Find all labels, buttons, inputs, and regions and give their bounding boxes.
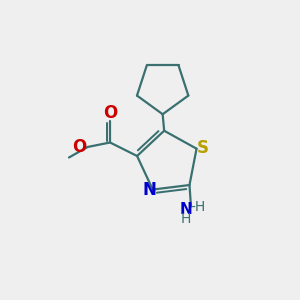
Text: -H: -H — [190, 200, 205, 214]
Text: S: S — [197, 139, 209, 157]
Text: O: O — [72, 138, 86, 156]
Text: N: N — [179, 202, 192, 217]
Text: N: N — [142, 181, 156, 199]
Text: O: O — [103, 104, 117, 122]
Text: H: H — [180, 212, 191, 226]
